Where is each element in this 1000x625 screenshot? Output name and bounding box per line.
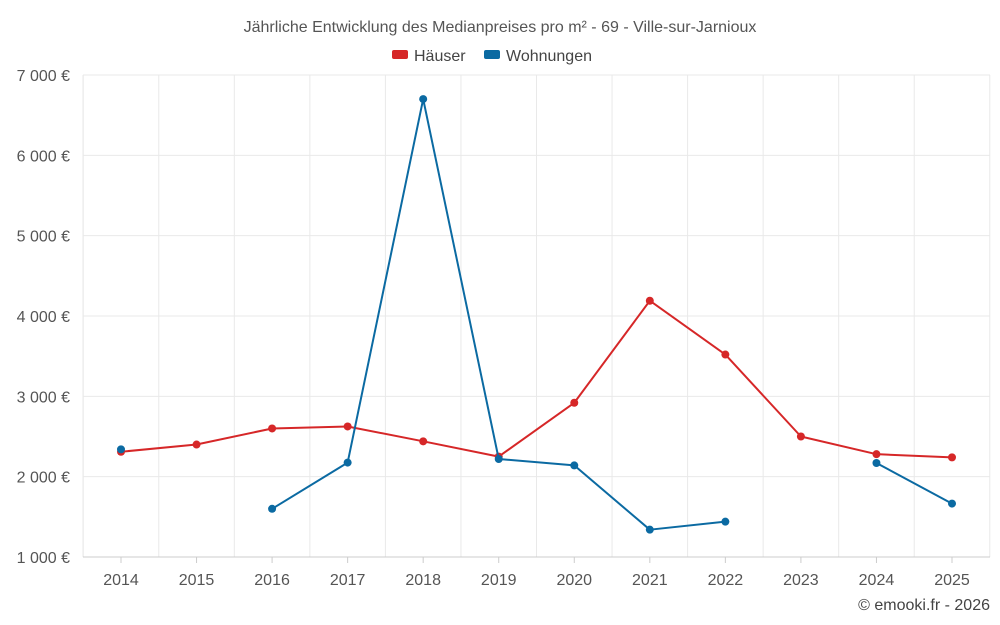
data-point[interactable] — [419, 437, 428, 446]
x-tick-label: 2015 — [179, 572, 215, 589]
y-tick-label: 2 000 € — [17, 470, 70, 487]
data-point[interactable] — [117, 445, 125, 454]
data-point[interactable] — [796, 432, 805, 441]
data-point[interactable] — [570, 461, 579, 470]
data-point[interactable] — [192, 440, 201, 449]
data-point[interactable] — [570, 398, 579, 407]
x-tick-label: 2023 — [783, 572, 819, 589]
data-point[interactable] — [721, 350, 730, 359]
x-tick-label: 2022 — [708, 572, 744, 589]
data-point[interactable] — [268, 504, 277, 513]
y-axis: 1 000 € 2 000 € 3 000 € 4 000 € 5 000 € 6 000… — [17, 68, 70, 567]
gridlines — [82, 74, 991, 558]
series-layer — [117, 95, 956, 534]
legend-swatch — [484, 50, 500, 59]
data-point[interactable] — [948, 499, 956, 508]
data-point[interactable] — [494, 454, 503, 463]
data-point[interactable] — [419, 95, 428, 104]
legend-label: Häuser — [414, 48, 466, 65]
y-tick-label: 4 000 € — [17, 309, 70, 326]
series-line — [875, 462, 953, 505]
data-point[interactable] — [721, 517, 730, 526]
data-point[interactable] — [948, 453, 956, 462]
x-tick-label: 2019 — [481, 572, 517, 589]
data-point[interactable] — [268, 424, 277, 433]
y-tick-label: 5 000 € — [17, 229, 70, 246]
x-tick-label: 2016 — [254, 572, 290, 589]
legend: Häuser Wohnungen — [392, 48, 592, 65]
y-tick-label: 7 000 € — [17, 68, 70, 85]
x-tick-label: 2018 — [405, 572, 441, 589]
legend-label: Wohnungen — [506, 48, 592, 65]
legend-item[interactable]: Wohnungen — [484, 48, 592, 65]
chart-title: Jährliche Entwicklung des Medianpreises … — [244, 19, 757, 36]
series-line — [120, 299, 953, 459]
legend-item[interactable]: Häuser — [392, 48, 466, 65]
series-line — [271, 98, 726, 531]
legend-swatch — [392, 50, 408, 59]
x-tick-label: 2017 — [330, 572, 366, 589]
y-tick-label: 6 000 € — [17, 148, 70, 165]
data-point[interactable] — [872, 459, 881, 468]
x-tick-label: 2021 — [632, 572, 668, 589]
x-tick-label: 2014 — [103, 572, 139, 589]
data-point[interactable] — [343, 458, 352, 467]
y-tick-label: 3 000 € — [17, 389, 70, 406]
x-tick-label: 2024 — [859, 572, 895, 589]
data-point[interactable] — [645, 525, 654, 534]
y-tick-label: 1 000 € — [17, 550, 70, 567]
x-tick-label: 2025 — [934, 572, 970, 589]
x-tick-label: 2020 — [556, 572, 592, 589]
data-point[interactable] — [343, 422, 352, 431]
series-1 — [117, 95, 956, 534]
data-point[interactable] — [872, 450, 881, 459]
credit-text: © emooki.fr - 2026 — [858, 597, 990, 614]
x-axis: 2014 2015 2016 2017 2018 2019 2020 2021 2022 2023… — [103, 557, 970, 589]
data-point[interactable] — [645, 296, 654, 305]
